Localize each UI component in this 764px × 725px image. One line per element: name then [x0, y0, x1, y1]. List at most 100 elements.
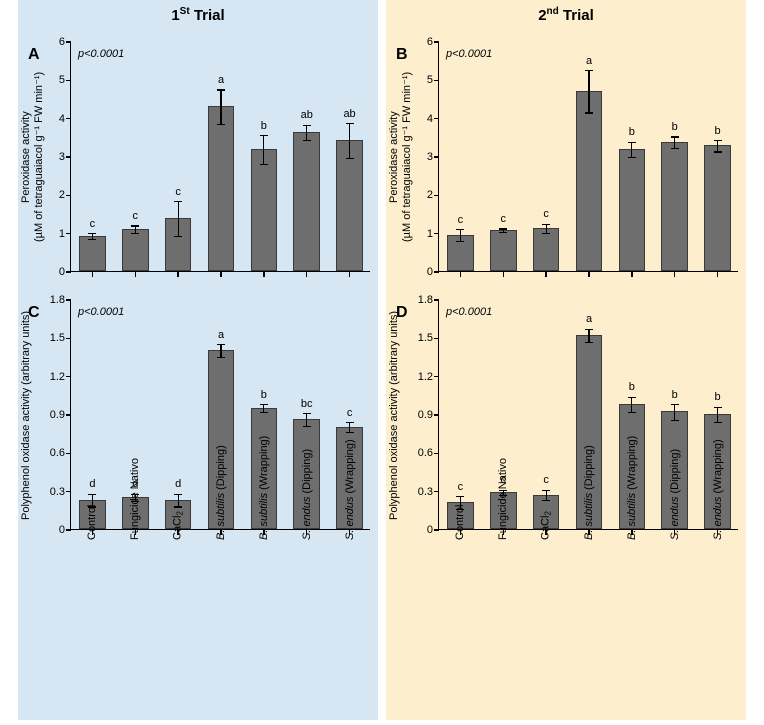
- errbar-cap: [260, 412, 268, 413]
- errbar-stem: [674, 405, 675, 420]
- errbar-cap: [456, 496, 464, 497]
- xtick: [92, 272, 94, 277]
- errbar-cap: [542, 490, 550, 491]
- ytick-label: 0.6: [418, 447, 439, 459]
- errbar-cap: [671, 420, 679, 421]
- sig-label-D-6: b: [715, 391, 721, 403]
- errbar-cap: [303, 413, 311, 414]
- errbar-cap: [714, 140, 722, 141]
- sig-label-A-3: a: [218, 74, 224, 86]
- ylabel-D: Polyphenol oxidase activity (arbitrary u…: [388, 300, 401, 530]
- sig-label-A-0: c: [90, 218, 96, 230]
- errbar-cap: [260, 135, 268, 136]
- panel-B: Bp<0.0001Peroxidase activity(µM of tetra…: [438, 42, 738, 272]
- sig-label-B-2: c: [543, 208, 549, 220]
- errbar-cap: [303, 426, 311, 427]
- sig-label-A-6: ab: [343, 108, 355, 120]
- errbar-cap: [628, 397, 636, 398]
- sig-label-C-4: b: [261, 389, 267, 401]
- ytick-label: 1.5: [418, 332, 439, 344]
- errbar-cap: [628, 142, 636, 143]
- ytick-label: 6: [427, 36, 439, 48]
- xtick: [545, 272, 547, 277]
- errbar-stem: [674, 137, 675, 149]
- xlabel-D-2: CaCl2: [540, 511, 553, 540]
- ytick-label: 0: [427, 524, 439, 536]
- errbar-stem: [178, 494, 179, 507]
- errbar-cap: [260, 404, 268, 405]
- xlabel-D-6: S. endus (Wrapping): [712, 439, 724, 540]
- ytick-label: 4: [59, 113, 71, 125]
- panel-A: Ap<0.0001Peroxidase activity(µM of tetra…: [70, 42, 370, 272]
- errbar-cap: [628, 157, 636, 158]
- errbar-cap: [346, 432, 354, 433]
- bar-A-1: [122, 229, 149, 271]
- ytick-label: 0: [59, 524, 71, 536]
- errbar-stem: [717, 407, 718, 422]
- errbar-cap: [585, 70, 593, 71]
- errbar-stem: [588, 329, 589, 342]
- ytick-label: 0.3: [50, 486, 71, 498]
- errbar-stem: [588, 71, 589, 113]
- xlabel-C-3: B. subtilis (Dipping): [215, 445, 227, 540]
- errbar-cap: [714, 407, 722, 408]
- errbar-cap: [303, 125, 311, 126]
- sig-label-C-5: bc: [301, 398, 313, 410]
- errbar-cap: [174, 494, 182, 495]
- xlabel-C-6: S. endus (Wrapping): [344, 439, 356, 540]
- xtick: [588, 272, 590, 277]
- errbar-cap: [585, 112, 593, 113]
- panel-D: Dp<0.0001Polyphenol oxidase activity (ar…: [438, 300, 738, 530]
- ylabel-A: Peroxidase activity(µM of tetraguaiacol …: [20, 42, 46, 272]
- chart-area-D: 00.30.60.91.21.51.8cControlcFungicide Na…: [438, 300, 738, 530]
- ytick-label: 0.9: [418, 409, 439, 421]
- sig-label-B-4: b: [629, 126, 635, 138]
- errbar-cap: [131, 225, 139, 226]
- errbar-cap: [131, 233, 139, 234]
- chart-area-A: 0123456cccababab: [70, 42, 370, 272]
- errbar-cap: [217, 89, 225, 90]
- errbar-cap: [174, 506, 182, 507]
- xtick: [135, 272, 137, 277]
- errbar-stem: [460, 230, 461, 242]
- xtick: [263, 272, 265, 277]
- errbar-cap: [346, 158, 354, 159]
- ytick-label: 1: [427, 228, 439, 240]
- sig-label-C-0: d: [89, 478, 95, 490]
- errbar-cap: [585, 329, 593, 330]
- xlabel-D-3: B. subtilis (Dipping): [583, 445, 595, 540]
- bar-B-6: [704, 145, 731, 271]
- ylabel-B: Peroxidase activity(µM of tetraguaiacol …: [388, 42, 414, 272]
- errbar-cap: [671, 404, 679, 405]
- ytick-label: 0: [427, 266, 439, 278]
- panel-C: Cp<0.0001Polyphenol oxidase activity (ar…: [70, 300, 370, 530]
- bar-B-4: [619, 149, 646, 271]
- errbar-cap: [88, 494, 96, 495]
- ytick-label: 5: [59, 74, 71, 86]
- sig-label-A-1: c: [133, 210, 139, 222]
- ytick-label: 0.3: [418, 486, 439, 498]
- errbar-stem: [631, 397, 632, 412]
- errbar-cap: [174, 236, 182, 237]
- ytick-label: 3: [427, 151, 439, 163]
- bar-A-5: [293, 132, 320, 271]
- ytick-label: 0.9: [50, 409, 71, 421]
- errbar-stem: [306, 414, 307, 427]
- xtick: [177, 272, 179, 277]
- xlabel-C-0: Control: [86, 505, 98, 540]
- errbar-cap: [260, 164, 268, 165]
- sig-label-B-5: b: [672, 121, 678, 133]
- ytick-label: 1.5: [50, 332, 71, 344]
- errbar-cap: [217, 357, 225, 358]
- xtick: [220, 272, 222, 277]
- errbar-stem: [263, 136, 264, 165]
- ytick-label: 0: [59, 266, 71, 278]
- errbar-cap: [346, 123, 354, 124]
- ytick-label: 1.8: [50, 294, 71, 306]
- sig-label-D-2: c: [543, 474, 549, 486]
- errbar-cap: [628, 412, 636, 413]
- errbar-cap: [585, 342, 593, 343]
- errbar-stem: [631, 142, 632, 157]
- sig-label-D-4: b: [629, 381, 635, 393]
- ytick-label: 1.2: [418, 371, 439, 383]
